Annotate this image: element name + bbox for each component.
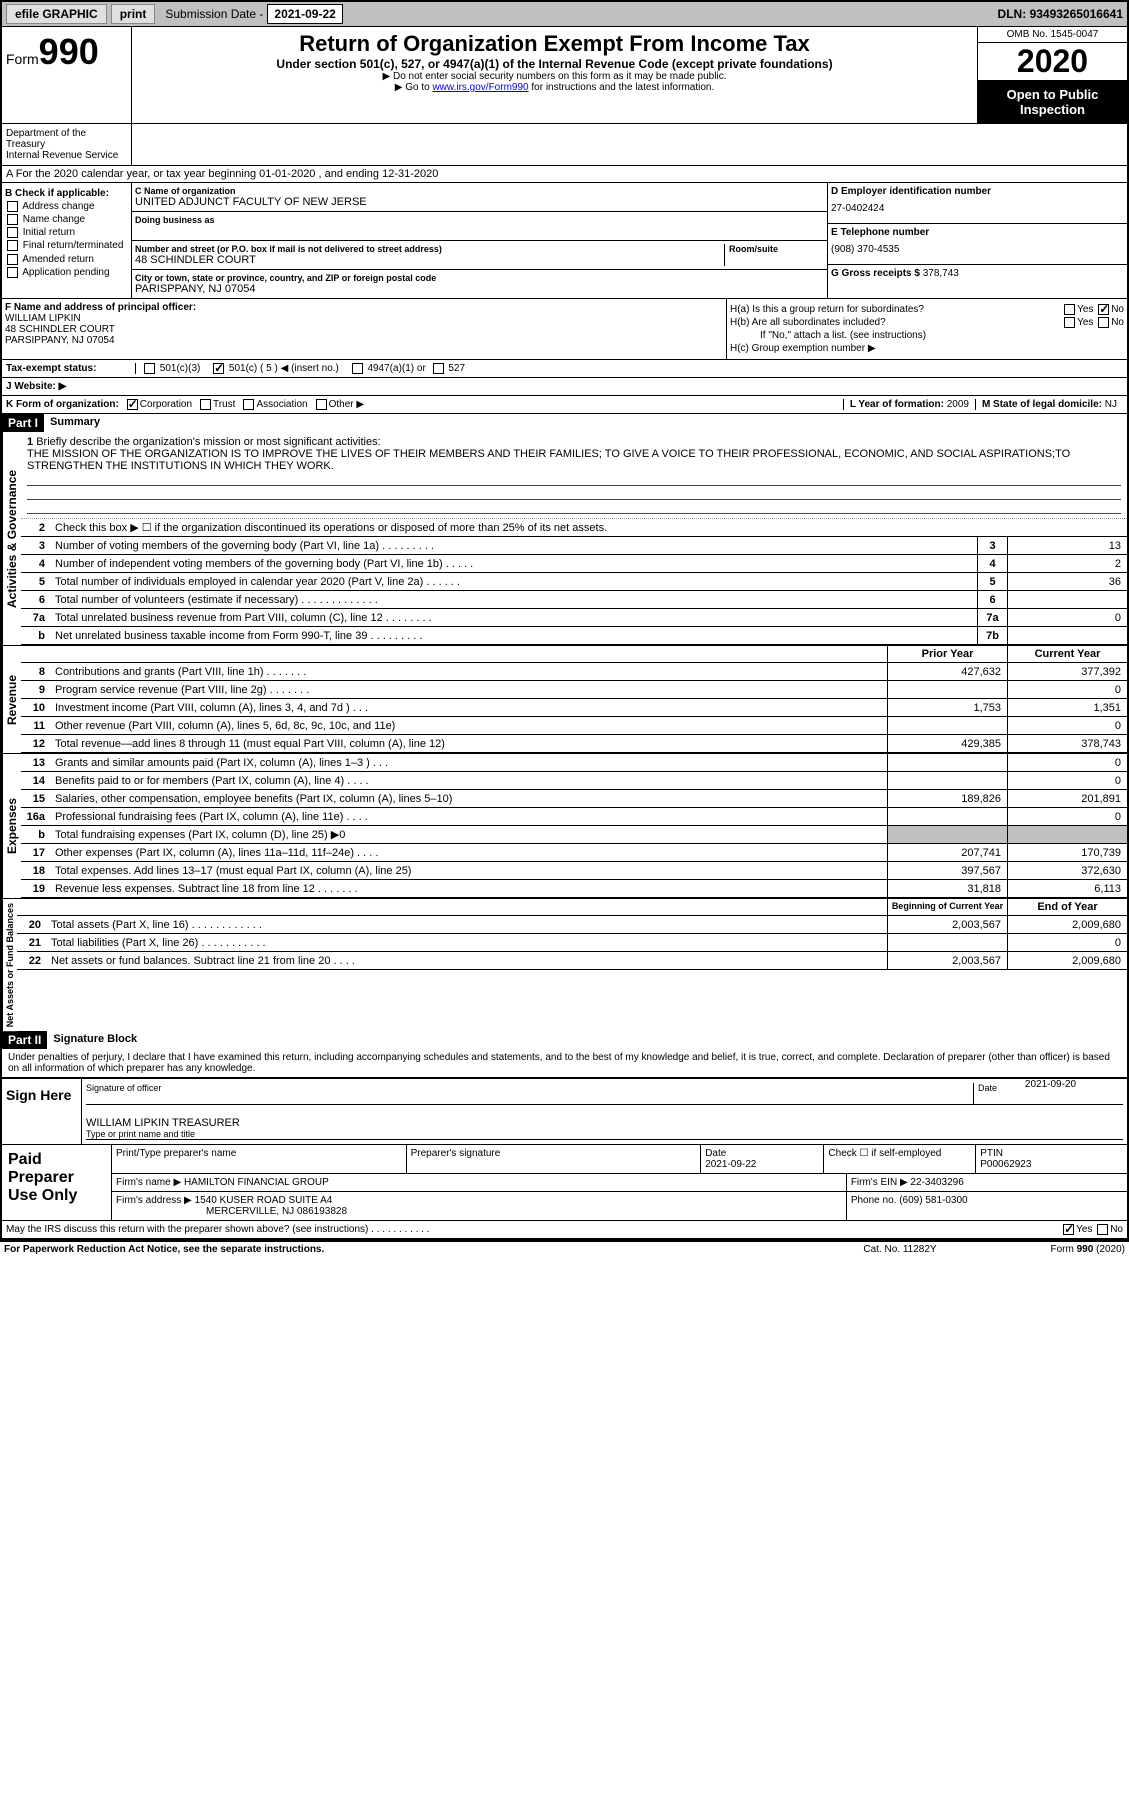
summary-line: 20Total assets (Part X, line 16) . . . .… [17, 916, 1127, 934]
summary-line: 11Other revenue (Part VIII, column (A), … [21, 717, 1127, 735]
dln: DLN: 93493265016641 [998, 7, 1123, 21]
vert-netassets: Net Assets or Fund Balances [2, 899, 17, 1031]
section-f: F Name and address of principal officer:… [2, 299, 727, 359]
k-line: K Form of organization: Corporation Trus… [2, 396, 1127, 414]
tax-year: 2020 [978, 43, 1127, 81]
part-1-header: Part I Summary [2, 414, 1127, 432]
section-c: C Name of organizationUNITED ADJUNCT FAC… [132, 183, 827, 298]
summary-line: 17Other expenses (Part IX, column (A), l… [21, 844, 1127, 862]
line-a: A For the 2020 calendar year, or tax yea… [2, 166, 1127, 183]
summary-line: 16aProfessional fundraising fees (Part I… [21, 808, 1127, 826]
mission-block: 1 Briefly describe the organization's mi… [21, 432, 1127, 519]
perjury-note: Under penalties of perjury, I declare th… [2, 1049, 1127, 1077]
summary-line: 22Net assets or fund balances. Subtract … [17, 952, 1127, 970]
page-footer: For Paperwork Reduction Act Notice, see … [0, 1241, 1129, 1257]
summary-line: bTotal fundraising expenses (Part IX, co… [21, 826, 1127, 844]
summary-line: 6Total number of volunteers (estimate if… [21, 591, 1127, 609]
summary-line: 5Total number of individuals employed in… [21, 573, 1127, 591]
summary-line: 21Total liabilities (Part X, line 26) . … [17, 934, 1127, 952]
efile-label: efile GRAPHIC [6, 4, 107, 24]
sign-here-block: Sign Here Signature of officer Date 2021… [2, 1077, 1127, 1144]
tax-exempt-row: Tax-exempt status: 501(c)(3) 501(c) ( 5 … [2, 360, 1127, 378]
vert-governance: Activities & Governance [2, 432, 21, 645]
summary-line: 14Benefits paid to or for members (Part … [21, 772, 1127, 790]
summary-line: 13Grants and similar amounts paid (Part … [21, 754, 1127, 772]
summary-line: 2Check this box ▶ ☐ if the organization … [21, 519, 1127, 537]
section-h: H(a) Is this a group return for subordin… [727, 299, 1127, 359]
submission-label: Submission Date - [165, 7, 263, 21]
website-row: J Website: ▶ [2, 378, 1127, 396]
summary-line: 12Total revenue—add lines 8 through 11 (… [21, 735, 1127, 753]
print-button[interactable]: print [111, 4, 156, 24]
summary-line: 18Total expenses. Add lines 13–17 (must … [21, 862, 1127, 880]
vert-expenses: Expenses [2, 754, 21, 898]
subtitle-2b: ▶ Go to www.irs.gov/Form990 for instruct… [136, 82, 973, 93]
section-d: D Employer identification number27-04024… [827, 183, 1127, 298]
summary-line: 15Salaries, other compensation, employee… [21, 790, 1127, 808]
inspection-label: Open to Public Inspection [978, 81, 1127, 123]
subtitle-2a: ▶ Do not enter social security numbers o… [136, 71, 973, 82]
part-2-header: Part II Signature Block [2, 1031, 1127, 1049]
form-title: Return of Organization Exempt From Incom… [136, 31, 973, 57]
year-box: OMB No. 1545-0047 2020 Open to Public In… [977, 27, 1127, 123]
irs-link[interactable]: www.irs.gov/Form990 [432, 82, 528, 93]
summary-line: 9Program service revenue (Part VIII, lin… [21, 681, 1127, 699]
discuss-row: May the IRS discuss this return with the… [2, 1220, 1127, 1239]
form-number-box: Form990 [2, 27, 132, 123]
top-toolbar: efile GRAPHIC print Submission Date - 20… [2, 2, 1127, 27]
omb-number: OMB No. 1545-0047 [978, 27, 1127, 43]
summary-line: 3Number of voting members of the governi… [21, 537, 1127, 555]
vert-revenue: Revenue [2, 646, 21, 753]
summary-line: 4Number of independent voting members of… [21, 555, 1127, 573]
submission-date: 2021-09-22 [267, 4, 342, 24]
summary-line: 7aTotal unrelated business revenue from … [21, 609, 1127, 627]
summary-line: 19Revenue less expenses. Subtract line 1… [21, 880, 1127, 898]
summary-line: 8Contributions and grants (Part VIII, li… [21, 663, 1127, 681]
subtitle-1: Under section 501(c), 527, or 4947(a)(1)… [136, 57, 973, 71]
summary-line: bNet unrelated business taxable income f… [21, 627, 1127, 645]
summary-line: 10Investment income (Part VIII, column (… [21, 699, 1127, 717]
preparer-block: Paid Preparer Use Only Print/Type prepar… [2, 1144, 1127, 1220]
section-b: B Check if applicable: Address change Na… [2, 183, 132, 298]
dept-treasury: Department of the TreasuryInternal Reven… [2, 124, 132, 165]
title-block: Return of Organization Exempt From Incom… [132, 27, 977, 123]
